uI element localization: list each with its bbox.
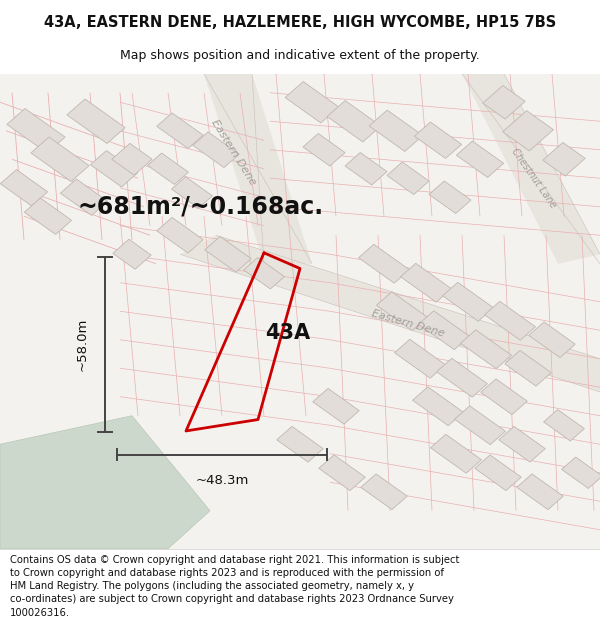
Polygon shape <box>1 169 47 206</box>
Polygon shape <box>157 113 203 149</box>
Polygon shape <box>443 282 493 321</box>
Polygon shape <box>205 236 251 272</box>
Polygon shape <box>562 457 600 489</box>
Polygon shape <box>112 143 152 175</box>
Polygon shape <box>157 217 203 253</box>
Polygon shape <box>303 134 345 166</box>
Polygon shape <box>415 122 461 158</box>
Polygon shape <box>313 388 359 424</box>
Polygon shape <box>113 239 151 269</box>
Polygon shape <box>31 137 89 181</box>
Polygon shape <box>193 132 239 168</box>
Polygon shape <box>0 416 210 549</box>
Polygon shape <box>505 351 551 386</box>
Polygon shape <box>7 109 65 153</box>
Text: Contains OS data © Crown copyright and database right 2021. This information is : Contains OS data © Crown copyright and d… <box>10 555 459 618</box>
Polygon shape <box>457 141 503 177</box>
Polygon shape <box>485 301 535 340</box>
Polygon shape <box>544 409 584 441</box>
Polygon shape <box>67 99 125 144</box>
Polygon shape <box>361 474 407 509</box>
Polygon shape <box>462 74 600 264</box>
Polygon shape <box>395 339 445 378</box>
Polygon shape <box>369 110 423 151</box>
Polygon shape <box>172 177 212 208</box>
Text: 43A, EASTERN DENE, HAZLEMERE, HIGH WYCOMBE, HP15 7BS: 43A, EASTERN DENE, HAZLEMERE, HIGH WYCOM… <box>44 14 556 29</box>
Polygon shape <box>529 322 575 357</box>
Polygon shape <box>481 379 527 414</box>
Polygon shape <box>25 198 71 234</box>
Polygon shape <box>455 406 505 444</box>
Polygon shape <box>475 455 521 491</box>
Polygon shape <box>204 74 312 264</box>
Polygon shape <box>319 455 365 491</box>
Polygon shape <box>401 263 451 302</box>
Polygon shape <box>429 181 471 214</box>
Polygon shape <box>180 235 600 392</box>
Polygon shape <box>419 311 469 349</box>
Polygon shape <box>543 142 585 176</box>
Polygon shape <box>61 179 107 216</box>
Polygon shape <box>377 292 427 331</box>
Text: 43A: 43A <box>265 322 311 342</box>
Polygon shape <box>285 82 339 123</box>
Polygon shape <box>277 426 323 462</box>
Polygon shape <box>499 426 545 462</box>
Polygon shape <box>345 152 387 185</box>
Polygon shape <box>387 162 429 194</box>
Text: ~48.3m: ~48.3m <box>196 474 248 488</box>
Polygon shape <box>517 474 563 509</box>
Polygon shape <box>503 111 553 151</box>
Polygon shape <box>244 258 284 289</box>
Text: Eastern Dene: Eastern Dene <box>370 308 446 338</box>
Polygon shape <box>327 101 381 142</box>
Polygon shape <box>431 434 481 473</box>
Text: ~58.0m: ~58.0m <box>76 318 89 371</box>
Polygon shape <box>483 86 525 119</box>
Polygon shape <box>148 153 188 184</box>
Polygon shape <box>437 358 487 397</box>
Text: ~681m²/~0.168ac.: ~681m²/~0.168ac. <box>78 195 324 219</box>
Text: Chestnut Lane: Chestnut Lane <box>509 146 559 210</box>
Polygon shape <box>91 151 137 187</box>
Polygon shape <box>413 387 463 426</box>
Polygon shape <box>461 330 511 369</box>
Text: Eastern Dene: Eastern Dene <box>210 118 258 187</box>
Text: Map shows position and indicative extent of the property.: Map shows position and indicative extent… <box>120 49 480 62</box>
Polygon shape <box>359 244 409 283</box>
